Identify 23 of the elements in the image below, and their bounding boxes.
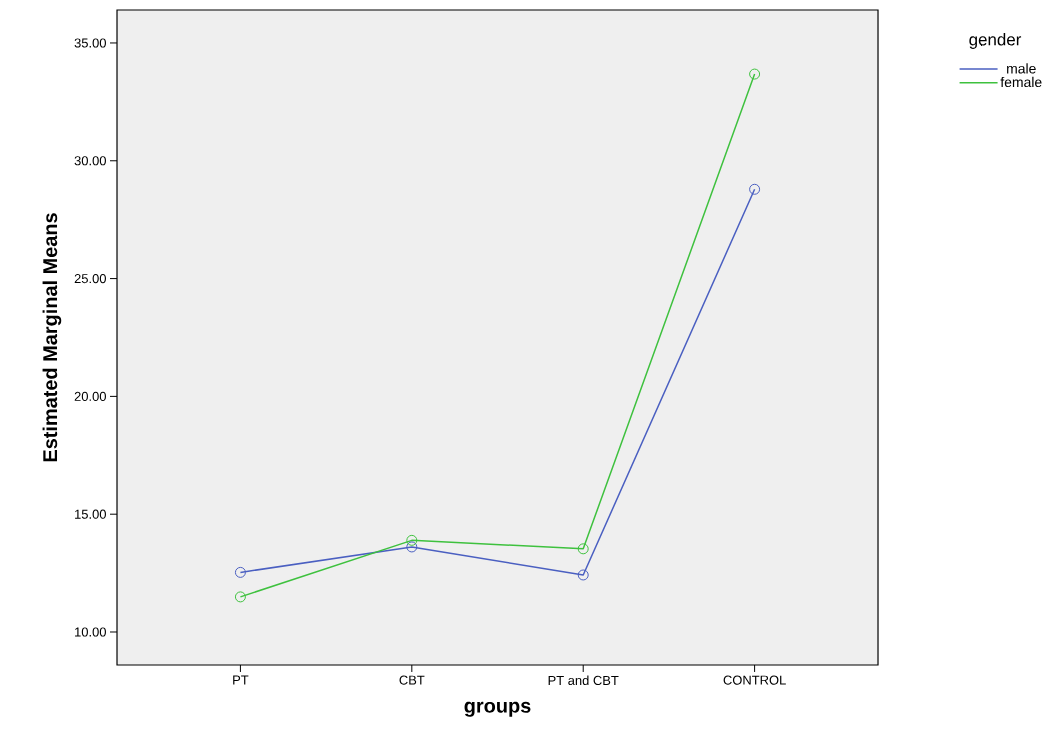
point	[234, 566, 246, 578]
x-tick-label: CONTROL	[723, 675, 786, 685]
y-tick-label: 15.00	[75, 509, 106, 519]
legend-label: female	[1000, 76, 1042, 88]
x-axis-title: groups	[464, 701, 531, 717]
point	[234, 591, 246, 603]
x-tick-label: PT	[233, 675, 249, 685]
y-tick-label: 20.00	[74, 391, 106, 401]
point	[749, 68, 761, 80]
y-tick-label: 10.00	[75, 627, 106, 637]
point	[749, 183, 761, 195]
y-axis-title: Estimated Marginal Means	[42, 213, 62, 462]
point	[406, 534, 418, 546]
legend-title: gender	[969, 33, 1022, 49]
point	[577, 569, 589, 581]
y-tick-label: 25.00	[74, 273, 106, 284]
x-tick-label: CBT	[399, 675, 425, 685]
point	[577, 543, 589, 555]
y-tick-label: 35.00	[74, 38, 106, 48]
legend-label: male	[1007, 63, 1036, 74]
point	[406, 541, 418, 553]
x-tick-label: PT and CBT	[548, 675, 619, 686]
y-tick-label: 30.00	[74, 156, 106, 166]
